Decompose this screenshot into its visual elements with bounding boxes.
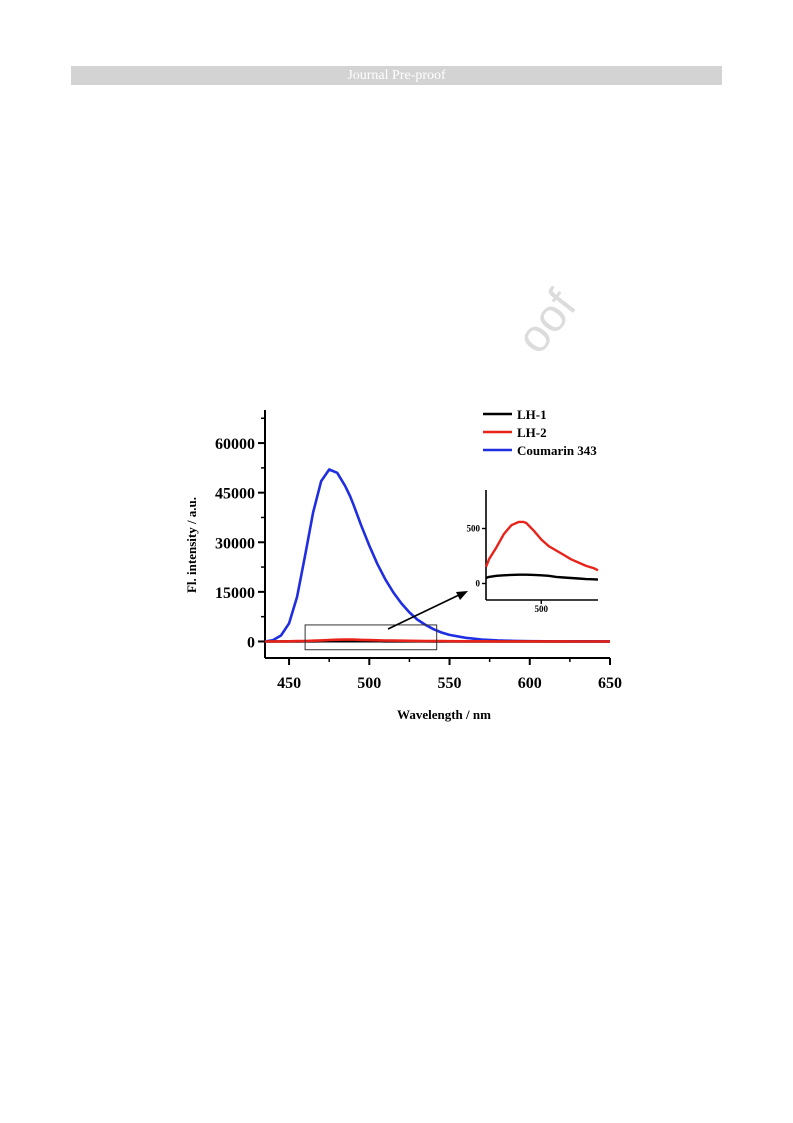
y-tick-label: 15000 xyxy=(215,585,255,602)
x-tick-label: 650 xyxy=(598,675,622,692)
journal-header-bar: Journal Pre-proof xyxy=(71,66,722,85)
main-axes: 450 500 550 600 650 0 15000 30000 45000 60000 xyxy=(215,410,622,692)
inset-y-tick-label: 500 xyxy=(467,524,481,534)
inset-plot: 500 0 500 xyxy=(467,490,599,614)
legend-label: LH-2 xyxy=(517,425,547,440)
inset-y-tick-label: 0 xyxy=(476,579,481,589)
main-series xyxy=(264,468,611,643)
x-tick-label: 450 xyxy=(277,675,301,692)
zoom-arrow-head xyxy=(456,591,468,600)
inset-series-line-lh-1 xyxy=(485,573,599,581)
y-tick-label: 30000 xyxy=(215,535,255,552)
x-tick-label: 550 xyxy=(438,675,462,692)
y-tick-label: 45000 xyxy=(215,486,255,503)
zoom-arrow-shaft xyxy=(387,593,462,630)
inset-x-tick-label: 500 xyxy=(535,604,549,614)
zoom-box xyxy=(304,624,438,651)
x-axis-label: Wavelength / nm xyxy=(397,707,491,722)
series-line-lh-2 xyxy=(264,638,610,643)
y-axis-label: Fl. intensity / a.u. xyxy=(184,497,199,593)
legend-label: Coumarin 343 xyxy=(517,443,597,458)
inset-series-line-lh-2 xyxy=(484,520,599,572)
x-tick-label: 600 xyxy=(518,675,542,692)
y-tick-label: 0 xyxy=(247,634,255,651)
legend-label: LH-1 xyxy=(517,407,547,422)
series-line-coumarin-343 xyxy=(264,468,611,643)
y-tick-label: 60000 xyxy=(215,436,255,453)
journal-header-text: Journal Pre-proof xyxy=(347,68,446,83)
x-tick-label: 500 xyxy=(357,675,381,692)
chart-legend: LH-1 LH-2 Coumarin 343 xyxy=(483,407,597,458)
zoom-indicator xyxy=(304,591,468,651)
